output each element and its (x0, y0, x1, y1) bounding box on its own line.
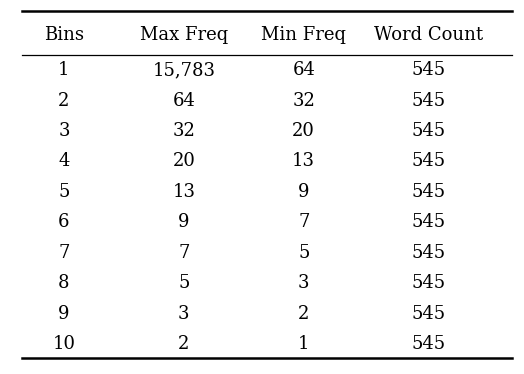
Text: Bins: Bins (44, 26, 84, 44)
Text: 5: 5 (298, 244, 309, 262)
Text: 9: 9 (178, 213, 190, 231)
Text: 545: 545 (412, 244, 446, 262)
Text: 545: 545 (412, 61, 446, 79)
Text: 545: 545 (412, 274, 446, 292)
Text: 545: 545 (412, 335, 446, 353)
Text: 64: 64 (172, 92, 195, 110)
Text: 2: 2 (58, 92, 70, 110)
Text: 10: 10 (52, 335, 75, 353)
Text: 2: 2 (178, 335, 190, 353)
Text: 1: 1 (58, 61, 70, 79)
Text: 4: 4 (58, 152, 70, 171)
Text: 6: 6 (58, 213, 70, 231)
Text: 5: 5 (58, 183, 70, 201)
Text: 3: 3 (178, 304, 190, 323)
Text: 20: 20 (292, 122, 315, 140)
Text: 15,783: 15,783 (152, 61, 215, 79)
Text: 545: 545 (412, 183, 446, 201)
Text: 20: 20 (172, 152, 195, 171)
Text: 3: 3 (298, 274, 310, 292)
Text: 545: 545 (412, 92, 446, 110)
Text: 5: 5 (178, 274, 190, 292)
Text: Max Freq: Max Freq (140, 26, 228, 44)
Text: 3: 3 (58, 122, 70, 140)
Text: Min Freq: Min Freq (261, 26, 346, 44)
Text: 9: 9 (58, 304, 70, 323)
Text: 13: 13 (172, 183, 195, 201)
Text: 545: 545 (412, 152, 446, 171)
Text: 64: 64 (292, 61, 315, 79)
Text: 545: 545 (412, 304, 446, 323)
Text: 545: 545 (412, 213, 446, 231)
Text: 545: 545 (412, 122, 446, 140)
Text: 13: 13 (292, 152, 315, 171)
Text: 1: 1 (298, 335, 310, 353)
Text: 7: 7 (298, 213, 309, 231)
Text: 32: 32 (292, 92, 315, 110)
Text: 32: 32 (172, 122, 195, 140)
Text: 2: 2 (298, 304, 309, 323)
Text: 7: 7 (178, 244, 190, 262)
Text: 8: 8 (58, 274, 70, 292)
Text: Word Count: Word Count (374, 26, 483, 44)
Text: 9: 9 (298, 183, 310, 201)
Text: 7: 7 (58, 244, 70, 262)
